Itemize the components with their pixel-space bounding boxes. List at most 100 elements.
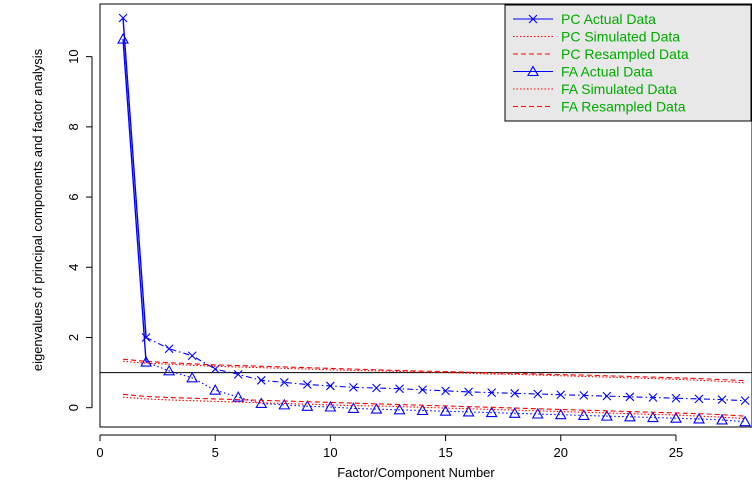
- x-tick-label: 25: [669, 445, 683, 460]
- y-tick-label: 0: [66, 404, 81, 411]
- data-point-pc-actual-data: [164, 344, 174, 354]
- data-point-pc-actual-data: [233, 369, 243, 379]
- data-point-pc-actual-data: [648, 393, 658, 402]
- marker-x-stroke-b: [533, 389, 543, 399]
- data-point-fa-actual-data: [416, 404, 429, 416]
- legend-marker-fa-actual-data: [527, 65, 539, 77]
- marker-x-stroke-b: [325, 381, 335, 391]
- data-point-fa-actual-data: [393, 403, 406, 415]
- x-tick-label: 20: [554, 445, 568, 460]
- y-tick-label: 6: [66, 193, 81, 200]
- marker-x-stroke-b: [349, 382, 358, 392]
- data-point-fa-actual-data: [646, 411, 659, 423]
- data-point-pc-actual-data: [556, 390, 566, 400]
- data-point-fa-actual-data: [670, 412, 682, 423]
- plot-area: [100, 13, 752, 427]
- data-point-fa-actual-data: [554, 408, 567, 420]
- marker-x-stroke-b: [648, 393, 658, 402]
- data-point-pc-actual-data: [464, 387, 474, 397]
- data-point-pc-actual-data: [510, 388, 520, 398]
- data-point-fa-actual-data: [577, 409, 590, 420]
- x-tick-label: 10: [323, 445, 337, 460]
- data-point-pc-actual-data: [625, 392, 635, 402]
- plot-series-group: [100, 13, 752, 427]
- data-point-fa-actual-data: [508, 407, 521, 418]
- data-point-pc-actual-data: [187, 351, 197, 361]
- x-tick-label: 5: [212, 445, 219, 460]
- data-point-pc-actual-data: [118, 13, 128, 23]
- data-point-fa-actual-data: [739, 415, 752, 427]
- data-point-fa-actual-data: [439, 405, 452, 416]
- data-point-pc-actual-data: [487, 388, 497, 397]
- data-point-fa-actual-data: [232, 391, 245, 402]
- legend-label-fa-simulated-data: FA Simulated Data: [561, 81, 677, 97]
- legend-label-fa-actual-data: FA Actual Data: [561, 64, 653, 80]
- data-point-fa-actual-data: [117, 32, 129, 44]
- legend-marker-pc-actual-data: [528, 14, 538, 24]
- plot-frame: [99, 3, 752, 428]
- marker-x-stroke-b: [717, 395, 727, 405]
- legend-label-pc-actual-data: PC Actual Data: [561, 11, 656, 27]
- data-point-pc-actual-data: [302, 380, 312, 389]
- data-point-fa-actual-data: [324, 400, 337, 412]
- y-tick-label: 10: [66, 49, 81, 63]
- data-point-fa-actual-data: [347, 402, 360, 413]
- marker-x-stroke-b: [671, 393, 681, 403]
- data-point-fa-actual-data: [716, 413, 728, 425]
- marker-x-stroke-b: [372, 383, 381, 393]
- data-point-fa-actual-data: [140, 355, 153, 367]
- data-point-fa-actual-data: [600, 409, 613, 421]
- legend-label-pc-simulated-data: PC Simulated Data: [561, 29, 680, 45]
- series-line-pc-simulated-data: [122, 360, 746, 384]
- x-axis-title: Factor/Component Number: [337, 465, 495, 480]
- marker-x-stroke-b: [187, 351, 197, 361]
- data-point-fa-actual-data: [485, 406, 498, 418]
- data-point-fa-actual-data: [693, 412, 705, 424]
- data-point-fa-actual-data: [209, 384, 222, 395]
- marker-x-stroke-b: [602, 391, 612, 401]
- series-line-pc-actual-data-first: [122, 17, 147, 338]
- data-point-pc-actual-data: [418, 385, 427, 395]
- legend-box: [504, 4, 752, 122]
- data-point-pc-actual-data: [740, 396, 750, 406]
- data-point-pc-actual-data: [349, 382, 358, 392]
- marker-x-stroke-b: [164, 344, 174, 354]
- data-point-pc-actual-data: [602, 391, 612, 401]
- data-point-pc-actual-data: [694, 394, 704, 404]
- data-point-pc-actual-data: [441, 386, 450, 396]
- marker-x-stroke-b: [279, 378, 289, 387]
- data-point-fa-actual-data: [370, 402, 383, 414]
- data-point-fa-actual-data: [623, 410, 636, 422]
- data-point-pc-actual-data: [325, 381, 335, 391]
- marker-x-stroke-b: [625, 392, 635, 402]
- data-point-fa-actual-data: [462, 405, 475, 417]
- data-point-pc-actual-data: [141, 333, 151, 342]
- data-point-fa-actual-data: [163, 364, 176, 376]
- data-point-fa-actual-data: [186, 371, 199, 383]
- marker-x-stroke-b: [510, 388, 520, 398]
- y-tick-label: 2: [66, 334, 81, 341]
- marker-x-stroke-b: [694, 394, 704, 404]
- data-point-pc-actual-data: [579, 391, 589, 400]
- marker-x-stroke-b: [556, 390, 566, 400]
- series-line-fa-simulated-data: [122, 396, 746, 420]
- marker-x-stroke-b: [395, 384, 404, 394]
- marker-x-stroke-b: [441, 386, 450, 396]
- legend-label-pc-resampled-data: PC Resampled Data: [561, 46, 689, 62]
- data-point-fa-actual-data: [301, 400, 314, 411]
- marker-x-stroke-b: [118, 13, 128, 23]
- legend-label-fa-resampled-data: FA Resampled Data: [561, 99, 686, 115]
- data-point-pc-actual-data: [279, 378, 289, 387]
- data-point-fa-actual-data: [531, 407, 544, 419]
- data-point-pc-actual-data: [395, 384, 404, 394]
- x-tick-label: 0: [96, 445, 103, 460]
- data-point-pc-actual-data: [533, 389, 543, 399]
- marker-x-stroke-b: [256, 375, 266, 385]
- marker-x-stroke-b: [141, 333, 151, 342]
- data-point-fa-actual-data: [278, 398, 291, 410]
- marker-x-stroke-b: [418, 385, 427, 395]
- marker-x-stroke-b: [233, 369, 243, 379]
- x-tick-label: 15: [438, 445, 452, 460]
